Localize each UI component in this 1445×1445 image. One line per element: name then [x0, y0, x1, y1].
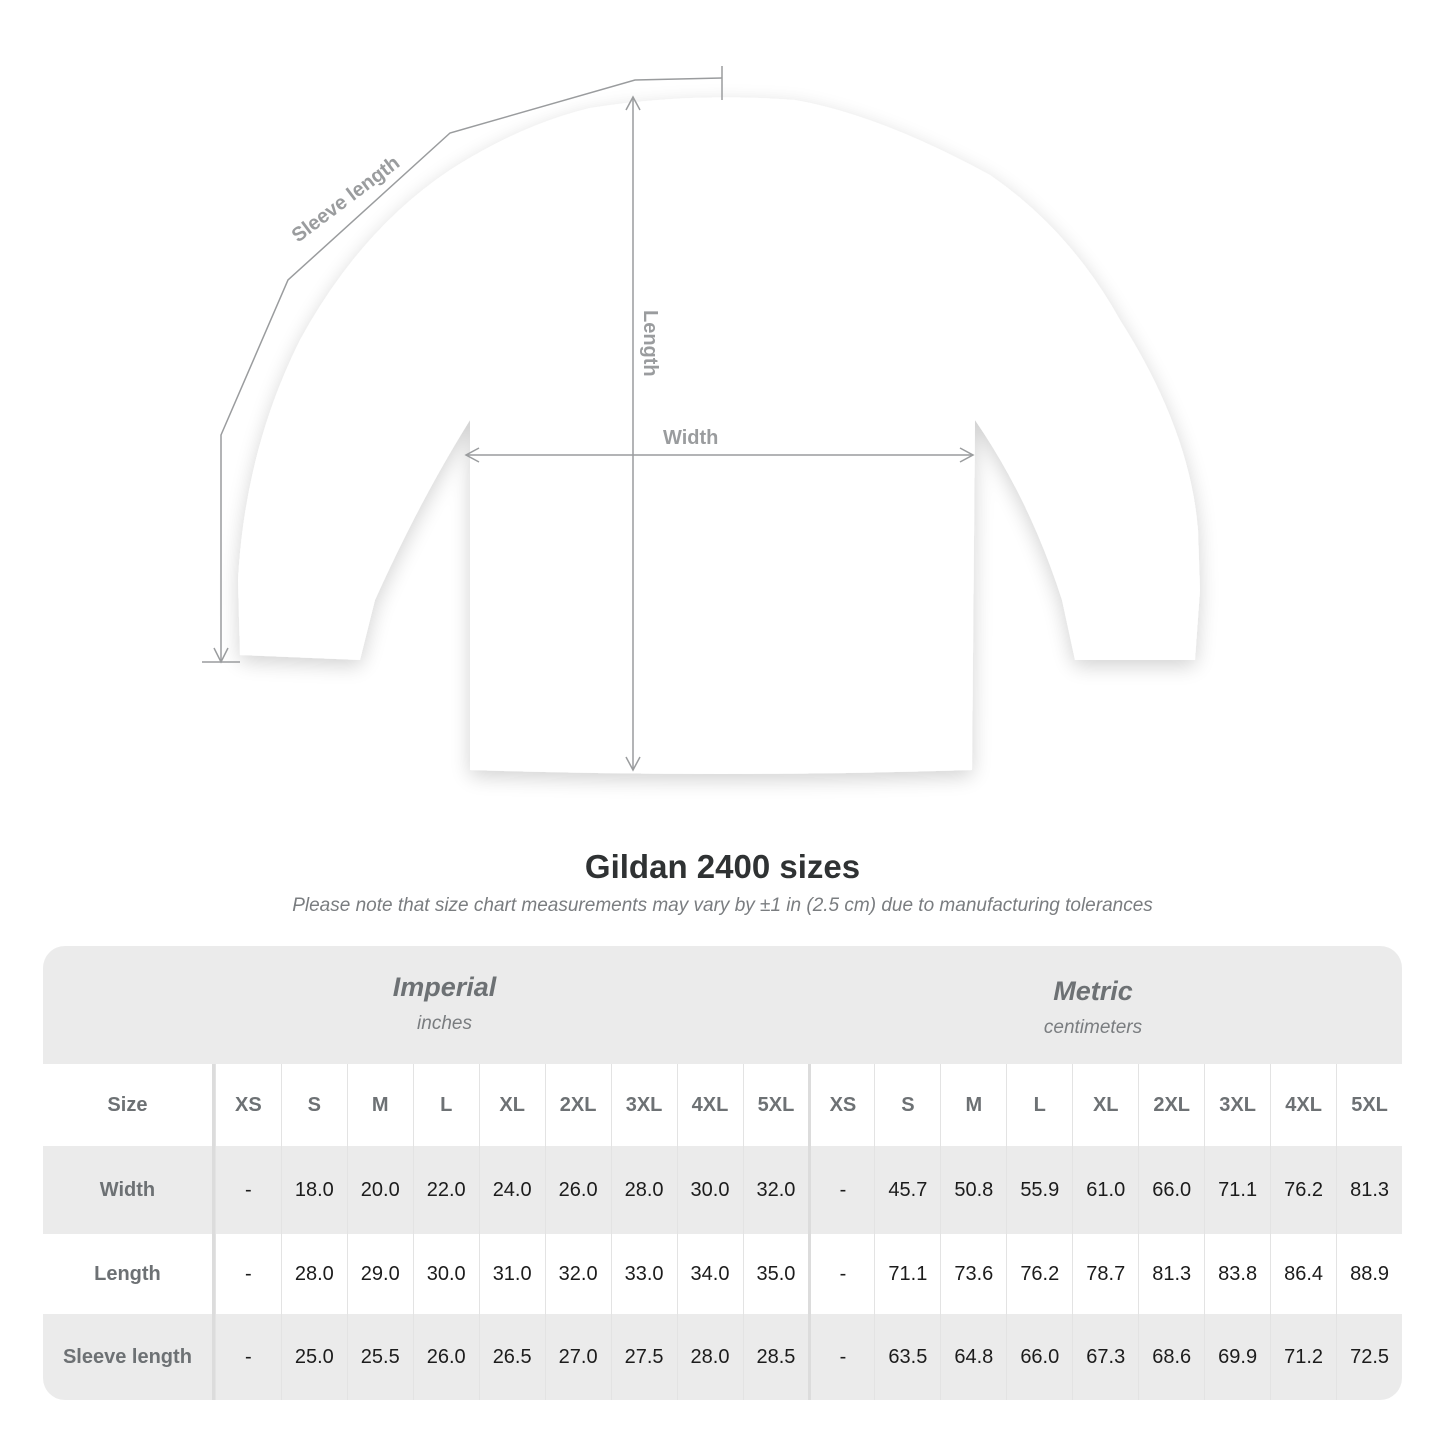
shirt-diagram: Sleeve length Length Width [202, 66, 1200, 775]
shirt-illustration [238, 97, 1200, 775]
value-cell: - [214, 1146, 281, 1234]
value-cell: 67.3 [1072, 1314, 1138, 1400]
width-label: Width [663, 427, 718, 449]
value-cell: 28.0 [610, 1146, 677, 1234]
value-cell: 25.5 [346, 1314, 413, 1400]
size-header-cell: 2XL [1138, 1064, 1204, 1146]
value-cell: 73.6 [940, 1234, 1006, 1314]
value-cell: 27.0 [544, 1314, 611, 1400]
size-header-cell: 5XL [742, 1064, 809, 1146]
value-cell: 61.0 [1072, 1146, 1138, 1234]
value-cell: 20.0 [346, 1146, 413, 1234]
value-cell: - [808, 1234, 874, 1314]
value-cell: 86.4 [1270, 1234, 1336, 1314]
value-cell: 28.0 [280, 1234, 347, 1314]
value-cell: 76.2 [1006, 1234, 1072, 1314]
value-cell: 26.5 [478, 1314, 545, 1400]
size-header-cell: XS [808, 1064, 874, 1146]
page-title: Gildan 2400 sizes [584, 848, 861, 885]
table-row: Sleeve length -25.0 25.5 26.0 26.5 27.0 27.5 28… [43, 1314, 1402, 1400]
value-cell: 78.7 [1072, 1234, 1138, 1314]
value-cell: 34.0 [676, 1234, 743, 1314]
value-cell: 29.0 [346, 1234, 413, 1314]
value-cell: 81.3 [1138, 1234, 1204, 1314]
value-cell: 66.0 [1138, 1146, 1204, 1234]
row-label: Width [43, 1146, 215, 1234]
size-header-cell: 4XL [676, 1064, 743, 1146]
value-cell: 28.0 [676, 1314, 743, 1400]
row-label: Size [43, 1064, 215, 1146]
value-cell: 76.2 [1270, 1146, 1336, 1234]
value-cell: 50.8 [940, 1146, 1006, 1234]
size-header-cell: S [874, 1064, 940, 1146]
value-cell: 55.9 [1006, 1146, 1072, 1234]
table-row: Width -18.0 20.0 22.0 24.0 26.0 28.0 30.0 32.0-4… [43, 1146, 1402, 1234]
value-cell: 68.6 [1138, 1314, 1204, 1400]
value-cell: - [214, 1314, 281, 1400]
value-cell: 18.0 [280, 1146, 347, 1234]
size-header-cell: XS [214, 1064, 281, 1146]
size-header-cell: 3XL [1204, 1064, 1270, 1146]
value-cell: 24.0 [478, 1146, 545, 1234]
value-cell: 25.0 [280, 1314, 347, 1400]
size-header-cell: M [940, 1064, 1006, 1146]
system-header-band [43, 946, 1402, 1064]
size-table: Imperial inches Metric centimeters Size X… [43, 946, 1402, 1400]
size-header-cell: S [280, 1064, 347, 1146]
value-cell: 30.0 [676, 1146, 743, 1234]
sleeve-length-line [220, 77, 723, 660]
size-header-cell: 4XL [1270, 1064, 1336, 1146]
metric-unit: centimeters [1043, 1017, 1143, 1038]
value-cell: - [808, 1146, 874, 1234]
value-cell: 27.5 [610, 1314, 677, 1400]
value-cell: 22.0 [412, 1146, 479, 1234]
value-cell: 88.9 [1336, 1234, 1402, 1314]
value-cell: - [214, 1234, 281, 1314]
size-header-row: Size XS S M L XL 2XL 3XL 4XL 5XL XS S M L XL 2XL 3XL 4XL 5… [43, 1064, 1402, 1146]
row-label: Sleeve length [43, 1314, 215, 1400]
size-header-cell: L [1006, 1064, 1072, 1146]
size-header-cell: 5XL [1336, 1064, 1402, 1146]
value-cell: 83.8 [1204, 1234, 1270, 1314]
value-cell: 30.0 [412, 1234, 479, 1314]
metric-header: Metric centimeters [743, 950, 1402, 1068]
measure-lines [202, 66, 975, 772]
row-label: Length [43, 1234, 215, 1314]
value-cell: 63.5 [874, 1314, 940, 1400]
value-cell: 71.1 [1204, 1146, 1270, 1234]
size-header-cell: XL [1072, 1064, 1138, 1146]
value-cell: 81.3 [1336, 1146, 1402, 1234]
size-header-cell: M [346, 1064, 413, 1146]
value-cell: 26.0 [412, 1314, 479, 1400]
value-cell: 33.0 [610, 1234, 677, 1314]
size-header-cell: 2XL [544, 1064, 611, 1146]
metric-title: Metric [1053, 976, 1133, 1006]
value-cell: 35.0 [742, 1234, 809, 1314]
value-cell: 71.1 [874, 1234, 940, 1314]
value-cell: 45.7 [874, 1146, 940, 1234]
value-cell: 72.5 [1336, 1314, 1402, 1400]
imperial-unit: inches [417, 1013, 472, 1034]
value-cell: 31.0 [478, 1234, 545, 1314]
imperial-header: Imperial inches [43, 946, 846, 1064]
value-cell: 28.5 [742, 1314, 809, 1400]
imperial-title: Imperial [392, 972, 497, 1002]
value-cell: 66.0 [1006, 1314, 1072, 1400]
tolerance-note: Please note that size chart measurements… [292, 895, 1153, 916]
value-cell: - [808, 1314, 874, 1400]
value-cell: 32.0 [544, 1234, 611, 1314]
value-cell: 64.8 [940, 1314, 1006, 1400]
size-header-cell: XL [478, 1064, 545, 1146]
value-cell: 69.9 [1204, 1314, 1270, 1400]
value-cell: 26.0 [544, 1146, 611, 1234]
table-row: Length -28.0 29.0 30.0 31.0 32.0 33.0 34.0 35.0-… [43, 1234, 1402, 1314]
value-cell: 71.2 [1270, 1314, 1336, 1400]
value-cell: 32.0 [742, 1146, 809, 1234]
size-header-cell: 3XL [610, 1064, 677, 1146]
length-label: Length [639, 310, 661, 377]
size-header-cell: L [412, 1064, 479, 1146]
